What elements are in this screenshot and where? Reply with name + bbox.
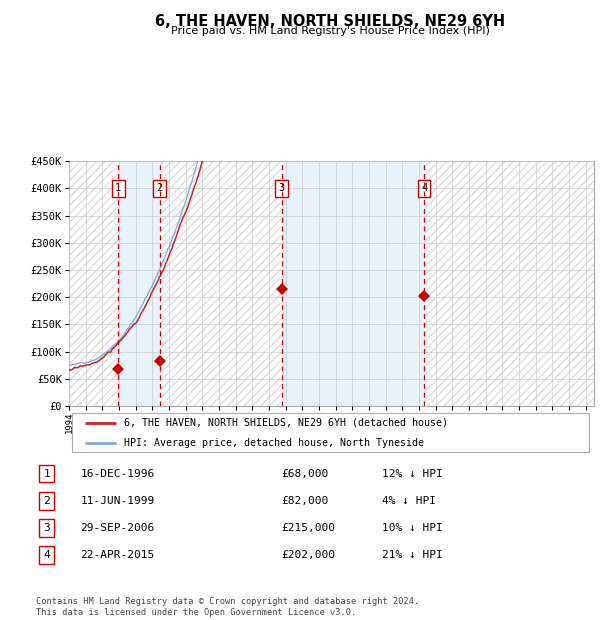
Text: 2: 2 [157, 184, 163, 193]
FancyBboxPatch shape [71, 414, 589, 452]
Bar [118, 161, 160, 406]
Text: 4: 4 [421, 184, 427, 193]
Text: £215,000: £215,000 [281, 523, 335, 533]
Text: 12% ↓ HPI: 12% ↓ HPI [382, 469, 442, 479]
Bar [424, 161, 594, 406]
Text: 6, THE HAVEN, NORTH SHIELDS, NE29 6YH: 6, THE HAVEN, NORTH SHIELDS, NE29 6YH [155, 14, 505, 29]
Text: 10% ↓ HPI: 10% ↓ HPI [382, 523, 442, 533]
Text: 2: 2 [43, 496, 50, 506]
Text: 6, THE HAVEN, NORTH SHIELDS, NE29 6YH (detached house): 6, THE HAVEN, NORTH SHIELDS, NE29 6YH (d… [124, 418, 448, 428]
Text: £82,000: £82,000 [281, 496, 328, 506]
Text: 4: 4 [43, 550, 50, 560]
Text: 11-JUN-1999: 11-JUN-1999 [80, 496, 154, 506]
Bar [69, 161, 118, 406]
Bar [69, 161, 118, 406]
Text: HPI: Average price, detached house, North Tyneside: HPI: Average price, detached house, Nort… [124, 438, 424, 448]
Text: 1: 1 [43, 469, 50, 479]
Text: 21% ↓ HPI: 21% ↓ HPI [382, 550, 442, 560]
Bar [424, 161, 594, 406]
Text: Contains HM Land Registry data © Crown copyright and database right 2024.
This d: Contains HM Land Registry data © Crown c… [36, 598, 419, 617]
Text: £202,000: £202,000 [281, 550, 335, 560]
Text: 3: 3 [278, 184, 284, 193]
Text: Price paid vs. HM Land Registry's House Price Index (HPI): Price paid vs. HM Land Registry's House … [170, 26, 490, 36]
Bar [160, 161, 281, 406]
Bar [160, 161, 281, 406]
Bar [281, 161, 424, 406]
Text: 29-SEP-2006: 29-SEP-2006 [80, 523, 154, 533]
Text: 4% ↓ HPI: 4% ↓ HPI [382, 496, 436, 506]
Text: £68,000: £68,000 [281, 469, 328, 479]
Text: 22-APR-2015: 22-APR-2015 [80, 550, 154, 560]
Text: 1: 1 [115, 184, 121, 193]
Text: 3: 3 [43, 523, 50, 533]
Text: 16-DEC-1996: 16-DEC-1996 [80, 469, 154, 479]
